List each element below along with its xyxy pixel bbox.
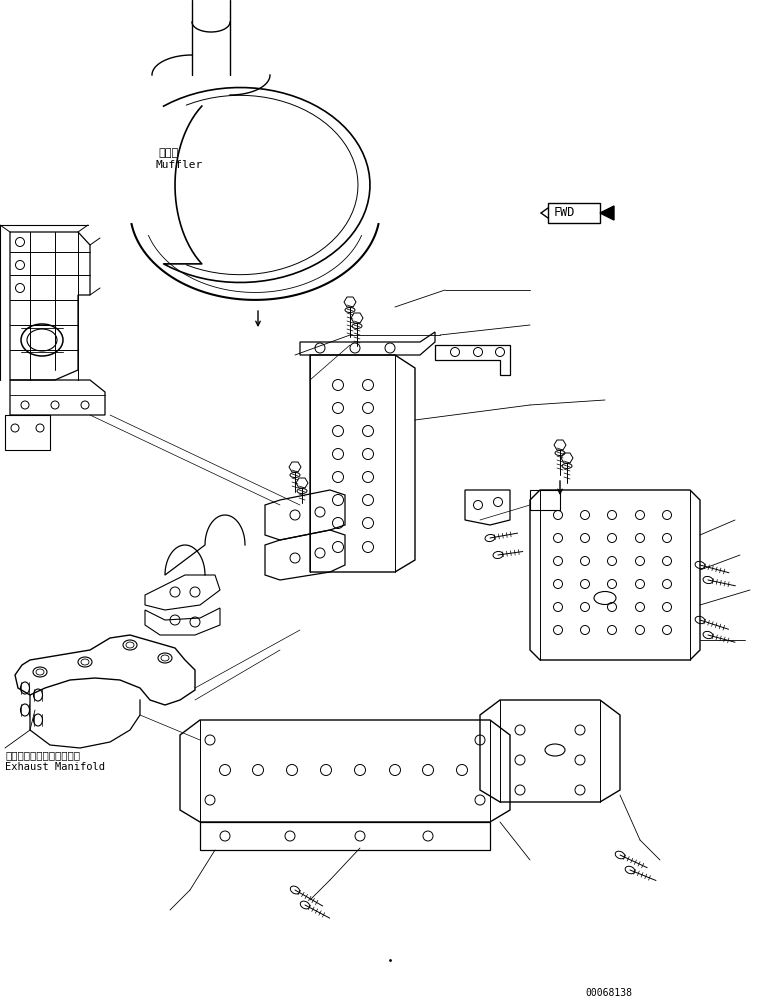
Text: Exhaust Manifold: Exhaust Manifold (5, 762, 105, 772)
Text: FWD: FWD (554, 206, 575, 219)
Text: マフラ: マフラ (158, 148, 179, 158)
Text: 00068138: 00068138 (585, 988, 632, 998)
Text: エキゾーストマニホールド: エキゾーストマニホールド (5, 750, 80, 760)
Text: Muffler: Muffler (155, 160, 202, 170)
Polygon shape (600, 206, 614, 220)
Bar (548, 203, 600, 223)
